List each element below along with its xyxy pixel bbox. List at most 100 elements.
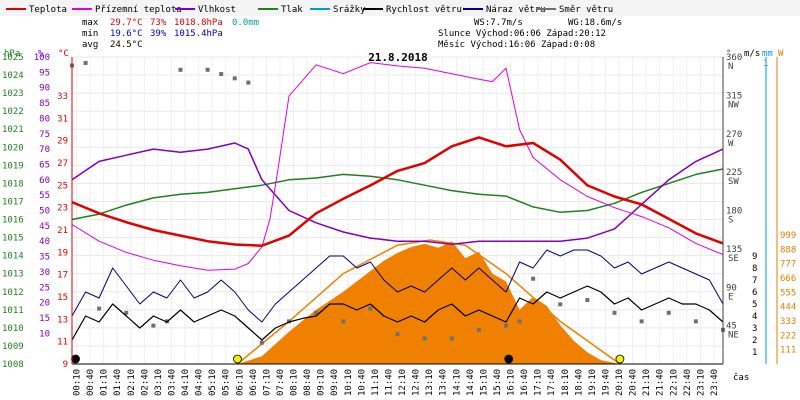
x-tick-label: 19:10	[588, 369, 598, 396]
x-tick-label: 21:10	[642, 369, 652, 396]
dir-tick-label: 270	[726, 130, 742, 140]
wind-tick-label: 3	[752, 324, 757, 334]
humidity-tick-label: 95	[39, 68, 50, 78]
moonrise-marker	[504, 354, 514, 364]
x-tick-label: 16:40	[520, 369, 530, 396]
dir-tick-direction: NE	[728, 331, 739, 341]
wind-dir-point	[693, 319, 698, 324]
dir-tick-direction: S	[728, 216, 733, 226]
pressure-tick-label: 1023	[2, 89, 24, 99]
x-tick-label: 16:10	[507, 369, 517, 396]
humidity-axis-title: %	[38, 49, 44, 59]
pressure-tick-label: 1025	[2, 53, 24, 63]
x-tick-label: 08:40	[303, 369, 313, 396]
x-tick-label: 02:40	[140, 369, 150, 396]
solar-tick-label: 555	[780, 288, 796, 298]
wind-dir-point	[314, 310, 319, 315]
x-tick-label: 18:10	[561, 369, 571, 396]
wind-dir-point	[639, 319, 644, 324]
temp-tick-label: 25	[57, 181, 68, 191]
stat-min-temp: 19.6°C	[110, 29, 143, 39]
humidity-tick-label: 85	[39, 99, 50, 109]
dir-tick-label: 90	[726, 283, 737, 293]
dir-tick-label: 225	[726, 168, 742, 178]
humidity-tick-label: 50	[39, 207, 50, 217]
solar-area	[237, 241, 620, 364]
x-tick-label: 15:10	[479, 369, 489, 396]
pressure-tick-label: 1019	[2, 161, 24, 171]
stats-block: max 29.7°C 73% 1018.8hPa 0.0mm min 19.6°…	[82, 18, 622, 50]
dir-tick-label: 45	[726, 322, 737, 332]
solar-tick-label: 111	[780, 346, 796, 356]
wind-dir-point	[476, 327, 481, 332]
pressure-tick-label: 1013	[2, 270, 24, 280]
pressure-tick-label: 1016	[2, 216, 24, 226]
legend-label: Vlhkost	[198, 5, 236, 15]
wind-dir-point	[341, 319, 346, 324]
x-tick-label: 13:10	[425, 369, 435, 396]
x-tick-label: 09:10	[317, 369, 327, 396]
solar-tick-label: 444	[780, 303, 796, 313]
x-tick-label: 14:40	[466, 369, 476, 396]
pressure-tick-label: 1024	[2, 71, 24, 81]
pressure-axis-title: hPa	[4, 49, 20, 59]
pressure-tick-label: 1015	[2, 234, 24, 244]
wind-tick-label: 8	[752, 264, 757, 274]
x-tick-label: 18:40	[574, 369, 584, 396]
wind-dir-point	[504, 323, 508, 328]
wind-dir-point	[395, 332, 400, 337]
x-tick-label: 07:40	[276, 369, 286, 396]
pressure-tick-label: 1012	[2, 288, 24, 298]
x-tick-label: 17:10	[534, 369, 544, 396]
wind-dir-point	[422, 336, 427, 341]
temp-axis-title: °C	[58, 49, 69, 59]
rain-axis-title: mm	[762, 49, 773, 59]
x-tick-label: 04:40	[195, 369, 205, 396]
humidity-tick-label: 80	[39, 114, 50, 124]
stat-avg-label: avg	[82, 40, 98, 50]
dir-tick-label: 360	[726, 53, 742, 63]
wind-dir-point	[83, 60, 88, 65]
wind-dir-point	[232, 76, 237, 81]
x-tick-label: 04:10	[181, 369, 191, 396]
x-tick-label: 06:40	[249, 369, 259, 396]
wind-dir-point	[558, 302, 563, 307]
stat-max-label: max	[82, 18, 99, 28]
x-tick-label: 07:10	[262, 369, 272, 396]
temp-tick-label: 27	[57, 159, 68, 169]
stat-min-press: 1015.4hPa	[174, 29, 223, 39]
x-tick-label: 05:10	[208, 369, 218, 396]
legend-background	[0, 0, 800, 16]
wind-axis-title: m/s	[744, 49, 760, 59]
wind-dir-point	[178, 67, 183, 72]
temp-tick-label: 21	[57, 226, 68, 236]
wind-dir-point	[259, 340, 264, 345]
pressure-tick-label: 1020	[2, 143, 24, 153]
stat-rain: 0.0mm	[232, 18, 259, 28]
humidity-tick-label: 75	[39, 130, 50, 140]
x-tick-label: 21:40	[656, 369, 666, 396]
legend-label: Rychlost větru	[386, 5, 462, 15]
temp-tick-label: 19	[57, 248, 68, 258]
dir-tick-direction: NW	[728, 100, 739, 110]
sunset-marker	[615, 354, 625, 364]
x-tick-label: 22:40	[683, 369, 693, 396]
x-tick-label: 09:40	[330, 369, 340, 396]
x-tick-label: 00:40	[86, 369, 96, 396]
x-tick-label: 22:10	[669, 369, 679, 396]
wind-dir-point	[531, 276, 536, 281]
dir-tick-direction: N	[728, 62, 733, 72]
wind-dir-point	[585, 298, 590, 303]
solar-tick-label: 888	[780, 245, 796, 255]
wind-tick-label: 9	[752, 252, 757, 262]
stat-max-press: 1018.8hPa	[174, 18, 223, 28]
stat-max-temp: 29.7°C	[110, 18, 143, 28]
x-tick-label: 10:40	[357, 369, 367, 396]
pressure-tick-label: 1021	[2, 125, 24, 135]
x-tick-label: 05:40	[222, 369, 232, 396]
wind-dir-point	[517, 319, 522, 324]
dir-tick-direction: E	[728, 292, 733, 302]
series-lines	[71, 62, 724, 341]
solar-tick-label: 666	[780, 274, 796, 284]
